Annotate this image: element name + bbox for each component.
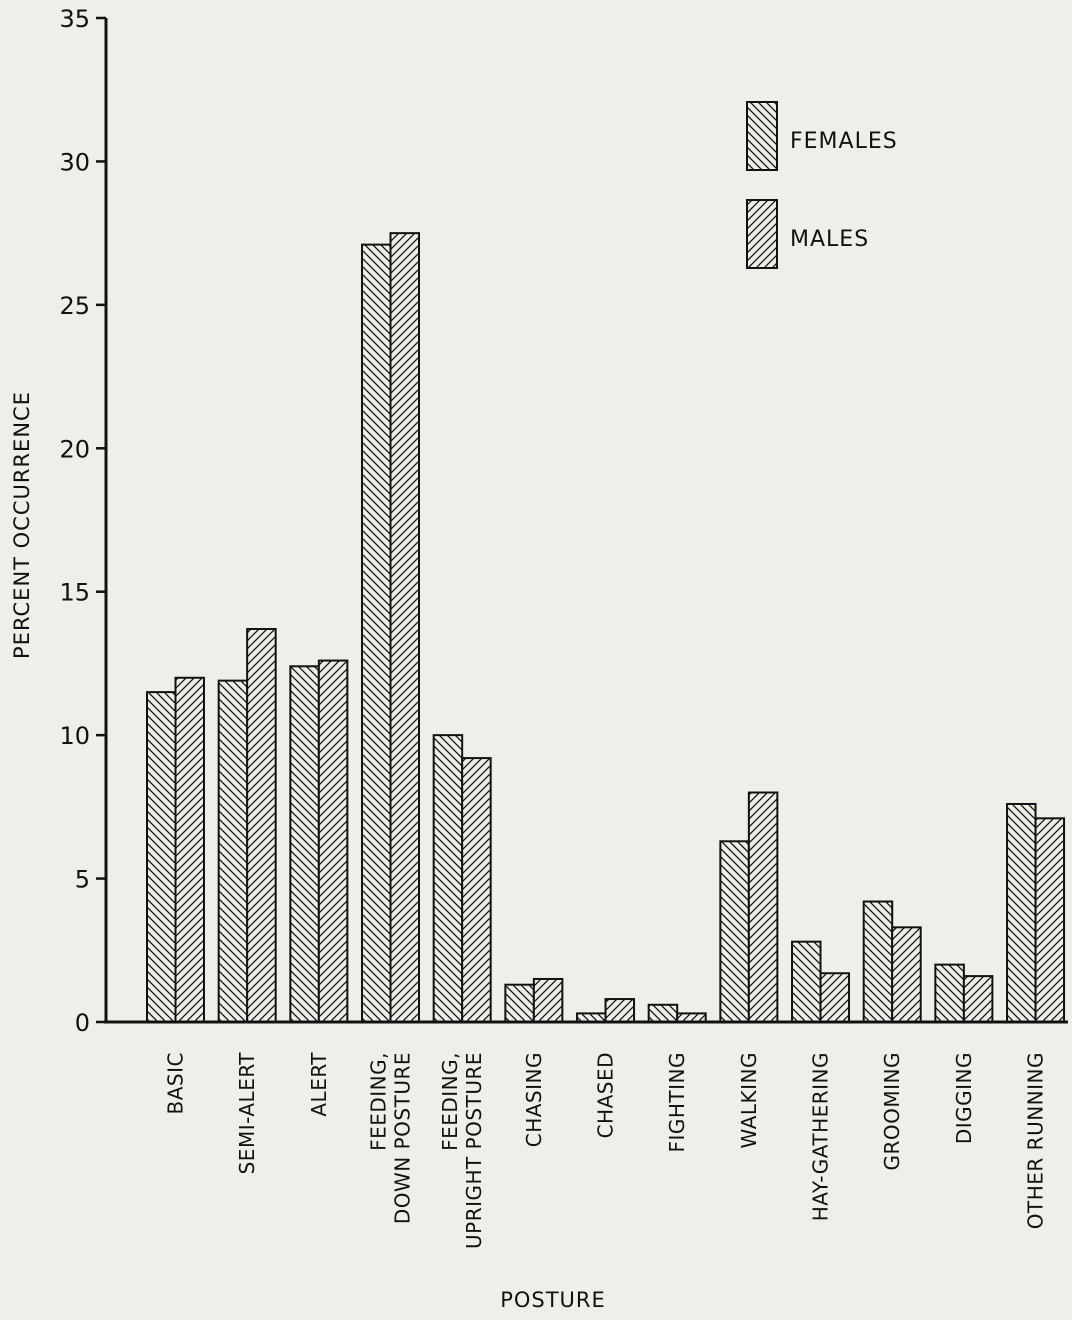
bar-females-12: [1006, 802, 1037, 1024]
y-tick-label-35: 35: [59, 5, 90, 33]
legend-label-males: MALES: [790, 227, 869, 252]
y-tick-label-5: 5: [75, 866, 90, 894]
bar-males-5: [532, 977, 564, 1024]
bar-males-11: [962, 975, 994, 1023]
x-tick-label-4-0: FEEDING,: [438, 1052, 462, 1151]
x-tick-label-5-0: CHASING: [522, 1052, 546, 1147]
x-tick-label-1-0: SEMI-ALERT: [235, 1052, 259, 1175]
x-tick-label-4-1: UPRIGHT POSTURE: [462, 1052, 486, 1249]
x-tick-label-3-0: FEEDING,: [367, 1052, 391, 1151]
bar-females-9: [791, 940, 822, 1023]
x-tick-label-12-0: OTHER RUNNING: [1024, 1052, 1048, 1229]
bar-females-7: [647, 1003, 679, 1024]
bar-males-6: [604, 998, 636, 1024]
y-tick-label-30: 30: [59, 148, 90, 176]
bar-males-3: [389, 232, 421, 1023]
bar-females-8: [719, 840, 750, 1024]
x-tick-label-10-0: GROOMING: [880, 1052, 904, 1171]
bar-males-1: [246, 628, 277, 1024]
legend-label-females: FEMALES: [790, 129, 898, 154]
y-tick-label-0: 0: [75, 1009, 90, 1037]
axes-group: [104, 18, 1068, 1024]
bar-males-8: [747, 791, 779, 1023]
x-tick-label-0-0: BASIC: [164, 1052, 188, 1114]
bar-females-10: [862, 900, 894, 1024]
y-ticks-group: 0 5 10 15 20 25 30 35: [59, 5, 106, 1037]
bars-group: [146, 232, 1066, 1024]
bar-males-12: [1034, 817, 1066, 1023]
x-tick-label-3-1: DOWN POSTURE: [391, 1052, 415, 1224]
y-tick-label-10: 10: [59, 722, 90, 750]
bar-females-4: [432, 734, 464, 1024]
x-tick-label-7-0: FIGHTING: [665, 1052, 689, 1153]
x-tick-label-6-0: CHASED: [594, 1052, 618, 1138]
x-tick-label-2-0: ALERT: [307, 1052, 331, 1117]
bar-males-10: [891, 926, 922, 1024]
bar-females-1: [217, 679, 249, 1023]
bar-females-0: [146, 691, 177, 1023]
x-tick-labels-group: BASIC SEMI-ALERT ALERT FEEDING, DOWN POSTURE…: [164, 1052, 1048, 1249]
y-tick-label-25: 25: [59, 292, 90, 320]
bar-males-4: [461, 757, 492, 1023]
x-axis-title: POSTURE: [500, 1288, 606, 1312]
legend-swatch-males: [746, 199, 778, 269]
legend-swatch-females: [746, 101, 778, 171]
bar-females-3: [361, 243, 392, 1024]
legend: FEMALES MALES: [746, 101, 898, 269]
x-tick-label-9-0: HAY-GATHERING: [809, 1052, 833, 1221]
bar-males-0: [174, 676, 205, 1023]
bar-males-9: [819, 972, 851, 1024]
y-tick-label-20: 20: [59, 435, 90, 463]
bar-females-2: [289, 665, 320, 1023]
bar-females-11: [934, 963, 965, 1024]
y-axis-title: PERCENT OCCURRENCE: [10, 391, 34, 659]
y-tick-label-15: 15: [59, 579, 90, 607]
x-tick-label-11-0: DIGGING: [952, 1052, 976, 1144]
bar-females-5: [504, 983, 535, 1023]
x-tick-label-8-0: WALKING: [737, 1052, 761, 1148]
bar-males-2: [317, 659, 349, 1023]
